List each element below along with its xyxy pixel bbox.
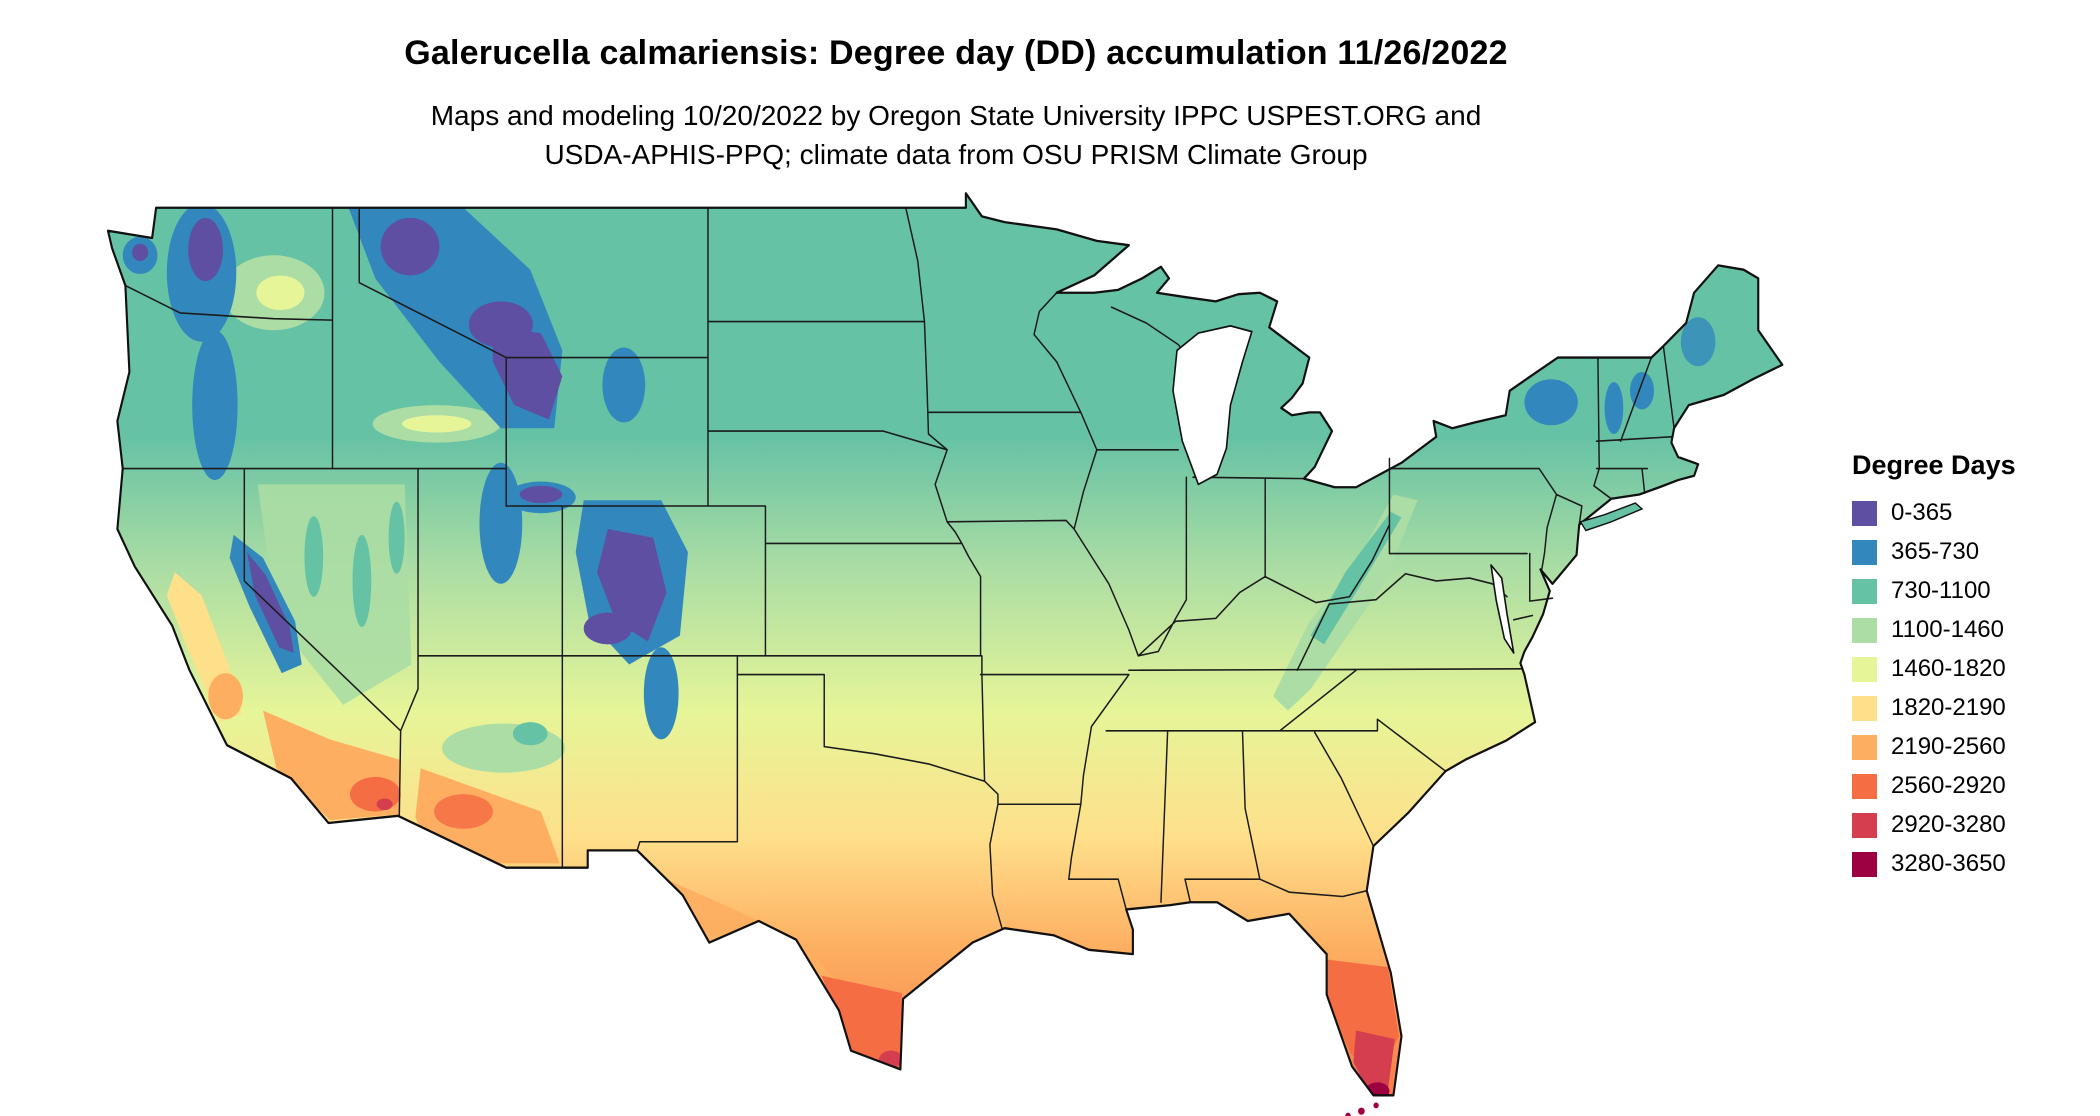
legend-label: 2190-2560 [1891,733,2006,760]
us-degree-day-map [106,192,1784,1116]
legend-label: 2920-3280 [1891,811,2006,838]
legend-entry: 0-365 [1852,499,2016,527]
map-fill-layers [108,193,1783,1096]
legend-swatch [1852,773,1877,799]
legend-label: 0-365 [1891,499,1953,526]
florida-keys [1345,1102,1379,1116]
legend-label: 1820-2190 [1891,694,2006,721]
legend-swatch [1852,578,1877,604]
legend-entry: 3280-3650 [1852,850,2016,878]
legend-swatch [1852,851,1877,877]
legend-entry: 730-1100 [1852,577,2016,605]
legend-label: 1460-1820 [1891,655,2006,682]
legend-label: 1100-1460 [1891,616,2004,643]
legend-swatch [1852,500,1877,526]
chesapeake-bay [1490,564,1515,654]
legend-swatch [1852,539,1877,565]
map-subtitle-line2: USDA-APHIS-PPQ; climate data from OSU PR… [544,139,1368,170]
legend-swatch [1852,695,1877,721]
state-borders [121,206,1675,929]
legend-label: 365-730 [1891,538,1980,565]
legend-entry: 2560-2920 [1852,772,2016,800]
long-island [1579,502,1644,532]
lake-michigan [1172,325,1253,486]
legend-title: Degree Days [1852,450,2016,480]
legend-entry: 365-730 [1852,538,2016,566]
legend-label: 3280-3650 [1891,850,2006,877]
legend-entry: 1100-1460 [1852,616,2016,644]
map-subtitle-line1: Maps and modeling 10/20/2022 by Oregon S… [430,100,1482,131]
legend-label: 730-1100 [1891,577,1991,604]
legend-entry: 1820-2190 [1852,694,2016,722]
legend-swatch [1852,812,1877,838]
cool-region-overlays [222,255,1716,773]
legend: Degree Days 0-365 365-730 730-1100 1100-146… [1852,450,2016,889]
legend-swatch [1852,617,1877,643]
legend-swatch [1852,656,1877,682]
legend-entry: 1460-1820 [1852,655,2016,683]
legend-swatch [1852,734,1877,760]
legend-label: 2560-2920 [1891,772,2006,799]
us-outline [106,192,1784,1097]
legend-entries: 0-365 365-730 730-1100 1100-1460 1460-1820 18… [1852,499,2016,878]
legend-entry: 2190-2560 [1852,733,2016,761]
legend-entry: 2920-3280 [1852,811,2016,839]
map-title: Galerucella calmariensis: Degree day (DD… [404,34,1508,72]
